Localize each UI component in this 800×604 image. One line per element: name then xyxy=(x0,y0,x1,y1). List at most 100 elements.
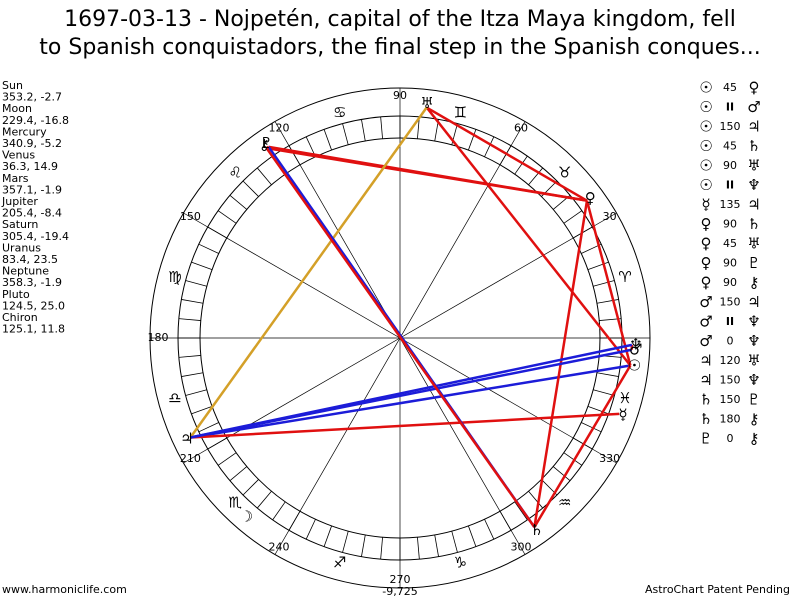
planet-position: 125.1, 11.8 xyxy=(2,323,65,336)
ring-tick xyxy=(468,526,476,547)
aspect-type: 150 xyxy=(720,374,741,387)
ring-tick xyxy=(181,373,203,377)
degree-label: 150 xyxy=(180,210,201,223)
aspect-planet: ♂ xyxy=(699,313,712,331)
ring-tick xyxy=(179,319,201,321)
aspect-type: II xyxy=(726,101,734,114)
ring-tick xyxy=(243,181,259,197)
aspect-line xyxy=(190,365,630,437)
degree-label: 270 xyxy=(390,573,411,586)
degree-label: 180 xyxy=(148,331,169,344)
aspect-planet: ☿ xyxy=(701,196,710,214)
footer-value: -9,725 xyxy=(382,585,417,598)
ring-tick xyxy=(191,262,212,270)
aspect-planet: ⚷ xyxy=(749,274,760,292)
ring-tick xyxy=(218,211,236,224)
ring-tick xyxy=(381,117,383,139)
ring-tick xyxy=(417,537,419,559)
ring-tick xyxy=(257,168,271,185)
aspect-planet: ♅ xyxy=(747,157,760,175)
degree-label: 300 xyxy=(511,541,532,554)
degree-label: 210 xyxy=(180,452,201,465)
aspect-line xyxy=(427,108,631,366)
aspect-planet: ☉ xyxy=(699,157,712,175)
ring-tick xyxy=(597,299,619,303)
footer-note: AstroChart Patent Pending xyxy=(645,583,790,596)
ring-tick xyxy=(230,467,247,481)
zodiac-sign: ♈ xyxy=(618,268,631,286)
aspect-planet: ♀ xyxy=(701,235,712,253)
ring-tick xyxy=(243,479,259,495)
aspect-planet: ♂ xyxy=(747,98,760,116)
planet-glyph: ♅ xyxy=(420,94,433,112)
footer-link: www.harmoniclife.com xyxy=(2,583,127,596)
aspect-type: 150 xyxy=(720,393,741,406)
aspect-planet: ♀ xyxy=(701,254,712,272)
aspect-type: 90 xyxy=(723,159,737,172)
zodiac-sign: ♉ xyxy=(558,164,571,182)
aspect-planet: ♂ xyxy=(699,332,712,350)
aspect-planet: ♃ xyxy=(747,196,760,214)
ring-tick xyxy=(485,519,494,539)
aspect-type: 150 xyxy=(720,296,741,309)
aspect-planet: ☉ xyxy=(699,118,712,136)
aspect-planet: ⚷ xyxy=(749,430,760,448)
aspect-type: 0 xyxy=(727,335,734,348)
aspect-planet: ♆ xyxy=(747,332,760,350)
aspect-planet: ♆ xyxy=(747,176,760,194)
ring-tick xyxy=(324,129,332,150)
ring-tick xyxy=(186,390,207,396)
aspect-planet: ♆ xyxy=(747,371,760,389)
aspect-type: 135 xyxy=(720,198,741,211)
ring-tick xyxy=(257,491,271,508)
aspect-planet: ♅ xyxy=(747,352,760,370)
aspect-planet: ♅ xyxy=(747,235,760,253)
planet-glyph: ♆ xyxy=(629,336,642,354)
aspect-type: 45 xyxy=(723,140,737,153)
planet-glyph: ♀ xyxy=(585,189,596,207)
aspect-planet: ☉ xyxy=(699,137,712,155)
ring-tick xyxy=(218,453,236,466)
zodiac-sign: ♒ xyxy=(558,493,571,511)
zodiac-sign: ♌ xyxy=(229,164,242,182)
planet-glyph: ⚷ xyxy=(259,135,270,153)
ring-tick xyxy=(564,211,582,224)
ring-tick xyxy=(361,535,365,557)
aspect-planet: ♂ xyxy=(699,293,712,311)
aspect-planet: ♄ xyxy=(747,215,760,233)
aspect-planet: ⚷ xyxy=(749,410,760,428)
aspect-planet: ♀ xyxy=(701,274,712,292)
aspect-line xyxy=(190,345,631,438)
planet-glyph: ☉ xyxy=(628,356,641,374)
ring-tick xyxy=(343,531,349,552)
aspect-planet: ☉ xyxy=(699,79,712,97)
aspect-planet: ☉ xyxy=(699,98,712,116)
aspect-type: II xyxy=(726,315,734,328)
title: 1697-03-13 - Nojpetén, capital of the It… xyxy=(64,7,736,32)
aspect-type: 0 xyxy=(727,432,734,445)
ring-tick xyxy=(361,119,365,141)
planet-glyph: ♄ xyxy=(530,521,543,539)
aspect-planet: ♃ xyxy=(747,293,760,311)
aspect-line xyxy=(534,365,630,527)
ring-tick xyxy=(230,195,247,209)
aspect-type: 45 xyxy=(723,81,737,94)
degree-label: 90 xyxy=(393,89,407,102)
aspect-type: 90 xyxy=(723,218,737,231)
degree-label: 240 xyxy=(269,541,290,554)
ring-tick xyxy=(343,124,349,145)
ring-tick xyxy=(186,281,207,287)
title: to Spanish conquistadors, the final step… xyxy=(39,35,760,60)
planet-glyph: ♃ xyxy=(180,430,193,448)
aspect-line xyxy=(267,148,535,527)
ring-tick xyxy=(515,502,528,520)
aspect-line xyxy=(267,148,587,200)
ring-tick xyxy=(593,281,614,287)
aspect-type: 45 xyxy=(723,237,737,250)
aspect-type: 120 xyxy=(720,354,741,367)
aspect-planet: ♇ xyxy=(747,391,760,409)
ring-tick xyxy=(199,423,219,432)
degree-label: 30 xyxy=(603,210,617,223)
aspect-planet: ♇ xyxy=(699,430,712,448)
zodiac-sign: ♎ xyxy=(168,389,181,407)
